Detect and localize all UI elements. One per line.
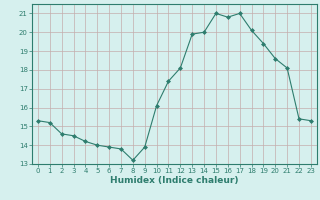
X-axis label: Humidex (Indice chaleur): Humidex (Indice chaleur)	[110, 176, 239, 185]
